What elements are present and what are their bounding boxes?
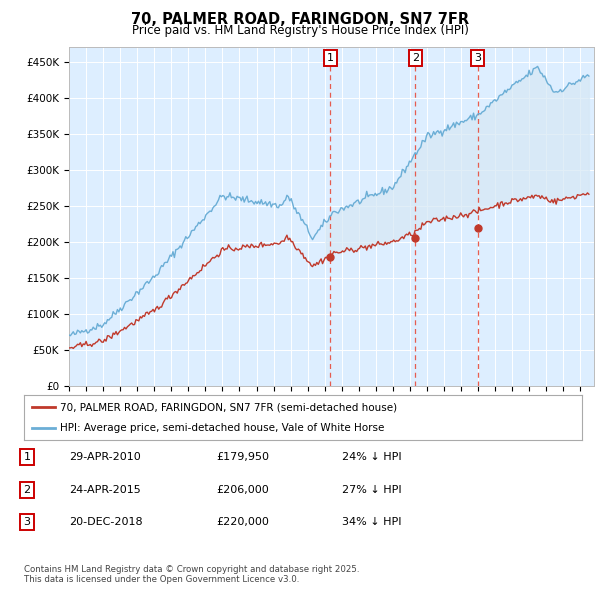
- Text: 70, PALMER ROAD, FARINGDON, SN7 7FR: 70, PALMER ROAD, FARINGDON, SN7 7FR: [131, 12, 469, 27]
- Text: 3: 3: [474, 53, 481, 63]
- Text: 24% ↓ HPI: 24% ↓ HPI: [342, 453, 401, 462]
- Text: 29-APR-2010: 29-APR-2010: [69, 453, 141, 462]
- Text: £206,000: £206,000: [216, 485, 269, 494]
- Text: 20-DEC-2018: 20-DEC-2018: [69, 517, 143, 527]
- Text: 1: 1: [327, 53, 334, 63]
- Text: Price paid vs. HM Land Registry's House Price Index (HPI): Price paid vs. HM Land Registry's House …: [131, 24, 469, 37]
- Text: 1: 1: [23, 453, 31, 462]
- Text: 27% ↓ HPI: 27% ↓ HPI: [342, 485, 401, 494]
- Text: 34% ↓ HPI: 34% ↓ HPI: [342, 517, 401, 527]
- Text: 3: 3: [23, 517, 31, 527]
- Text: 2: 2: [23, 485, 31, 494]
- Text: £179,950: £179,950: [216, 453, 269, 462]
- Text: HPI: Average price, semi-detached house, Vale of White Horse: HPI: Average price, semi-detached house,…: [60, 422, 385, 432]
- Text: 24-APR-2015: 24-APR-2015: [69, 485, 141, 494]
- Text: 70, PALMER ROAD, FARINGDON, SN7 7FR (semi-detached house): 70, PALMER ROAD, FARINGDON, SN7 7FR (sem…: [60, 402, 397, 412]
- Text: 2: 2: [412, 53, 419, 63]
- Text: Contains HM Land Registry data © Crown copyright and database right 2025.
This d: Contains HM Land Registry data © Crown c…: [24, 565, 359, 584]
- Text: £220,000: £220,000: [216, 517, 269, 527]
